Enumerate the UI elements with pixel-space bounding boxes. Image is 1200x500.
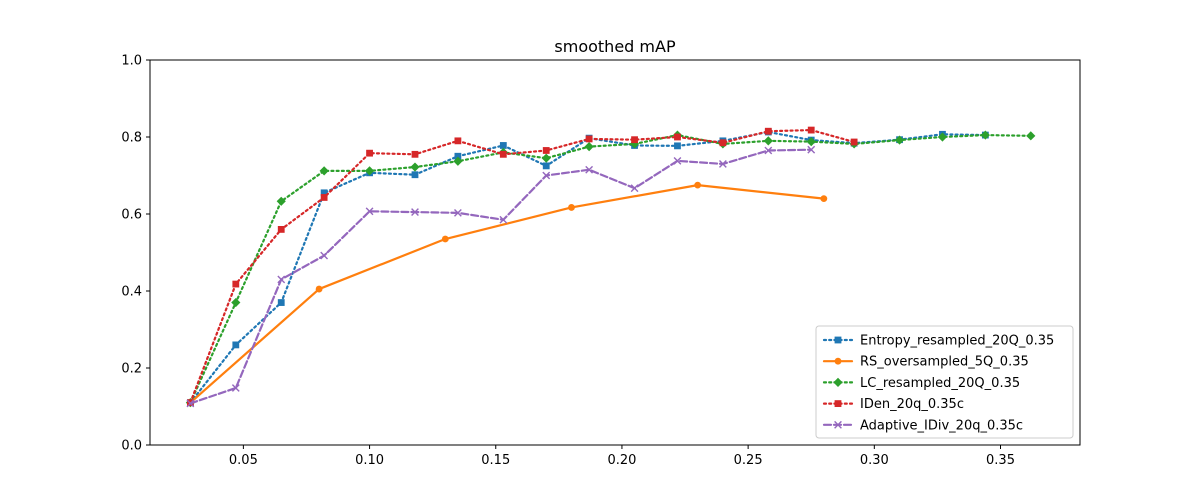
data-point <box>277 275 286 284</box>
x-tick-label: 0.20 <box>607 453 636 468</box>
x-tick-label: 0.30 <box>860 453 889 468</box>
legend: Entropy_resampled_20Q_0.35 RS_oversampled… <box>815 325 1074 439</box>
data-point <box>365 207 374 216</box>
data-point <box>980 130 990 140</box>
data-point <box>319 166 329 176</box>
data-point <box>1026 131 1036 141</box>
chart-title: smoothed mAP <box>554 37 676 56</box>
data-point <box>674 133 681 141</box>
data-point <box>542 147 550 154</box>
data-point <box>410 162 420 172</box>
y-tick-label: 0.6 <box>121 208 142 223</box>
data-point <box>232 341 240 349</box>
data-point <box>584 142 594 152</box>
data-point <box>630 184 639 193</box>
data-point <box>834 357 842 365</box>
legend-label: Entropy_resampled_20Q_0.35 <box>860 334 1054 349</box>
data-point <box>411 171 419 179</box>
data-point <box>453 156 463 166</box>
data-point <box>807 126 815 134</box>
data-point <box>719 139 727 147</box>
legend-item: LC_resampled_20Q_0.35 <box>822 376 1020 391</box>
y-tick-label: 1.0 <box>121 54 142 69</box>
legend-item: Entropy_resampled_20Q_0.35 <box>822 334 1054 349</box>
data-point <box>411 208 419 216</box>
data-point <box>366 149 373 157</box>
x-tick-label: 0.35 <box>986 453 1015 468</box>
data-point <box>833 377 843 387</box>
legend-item: Adaptive_IDiv_20q_0.35c <box>822 418 1023 433</box>
data-point <box>231 384 240 392</box>
data-point <box>454 152 462 160</box>
data-point <box>315 285 323 293</box>
series-5 <box>186 145 816 408</box>
data-point <box>542 162 550 170</box>
data-point <box>673 156 682 165</box>
data-point <box>277 299 285 306</box>
data-point <box>631 136 638 144</box>
data-point <box>568 204 575 211</box>
y-tick-label: 0.0 <box>121 439 142 454</box>
data-point <box>232 280 240 288</box>
data-point <box>231 297 241 308</box>
series-2 <box>186 181 828 407</box>
data-point <box>320 194 328 201</box>
data-point <box>454 137 462 145</box>
data-point <box>807 145 816 154</box>
data-point <box>499 150 507 158</box>
data-point <box>364 166 375 176</box>
data-point <box>674 142 681 150</box>
data-point <box>834 420 842 429</box>
data-point <box>186 399 195 408</box>
legend-label: RS_oversampled_5Q_0.35 <box>860 355 1029 370</box>
data-point <box>320 189 328 197</box>
series-layer <box>185 126 1036 408</box>
data-point <box>764 127 772 135</box>
x-tick-label: 0.25 <box>734 453 763 468</box>
data-point <box>764 146 773 155</box>
data-point <box>834 400 842 407</box>
data-point <box>894 135 905 145</box>
data-point <box>820 195 828 203</box>
y-tick-label: 0.8 <box>121 131 142 146</box>
legend-label: Adaptive_IDiv_20q_0.35c <box>860 418 1023 433</box>
data-point <box>499 142 507 149</box>
data-point <box>542 171 551 180</box>
legend-item: IDen_20q_0.35c <box>822 397 964 412</box>
axis-ticks: 0.05 0.10 0.15 0.20 0.25 0.30 0.35 0.0 0.2 0.4 0.6… <box>121 54 1015 469</box>
series-line <box>189 184 825 404</box>
data-point <box>694 181 702 189</box>
data-point <box>411 150 419 158</box>
data-point <box>541 153 551 163</box>
data-point <box>585 165 594 174</box>
data-point <box>585 135 593 143</box>
legend-box <box>815 325 1074 439</box>
data-point <box>276 196 286 206</box>
data-point <box>499 215 508 224</box>
data-point <box>937 132 948 142</box>
y-tick-label: 0.2 <box>121 362 142 377</box>
plot-frame <box>149 59 1081 446</box>
data-point <box>718 160 727 168</box>
data-point <box>850 138 858 146</box>
data-point <box>806 137 816 147</box>
data-point <box>763 136 773 146</box>
legend-item: RS_oversampled_5Q_0.35 <box>822 355 1029 370</box>
data-point <box>454 208 462 217</box>
legend-label: LC_resampled_20Q_0.35 <box>860 376 1020 391</box>
x-tick-label: 0.15 <box>481 453 510 468</box>
data-point <box>441 235 449 243</box>
x-tick-label: 0.10 <box>355 453 384 468</box>
data-point <box>277 226 285 233</box>
series-4 <box>186 126 858 407</box>
legend-label: IDen_20q_0.35c <box>860 397 964 412</box>
data-point <box>320 251 329 260</box>
x-tick-label: 0.05 <box>229 453 258 468</box>
y-tick-label: 0.4 <box>121 285 142 300</box>
series-line <box>189 128 856 404</box>
series-line <box>189 133 1032 404</box>
data-point <box>834 336 842 344</box>
